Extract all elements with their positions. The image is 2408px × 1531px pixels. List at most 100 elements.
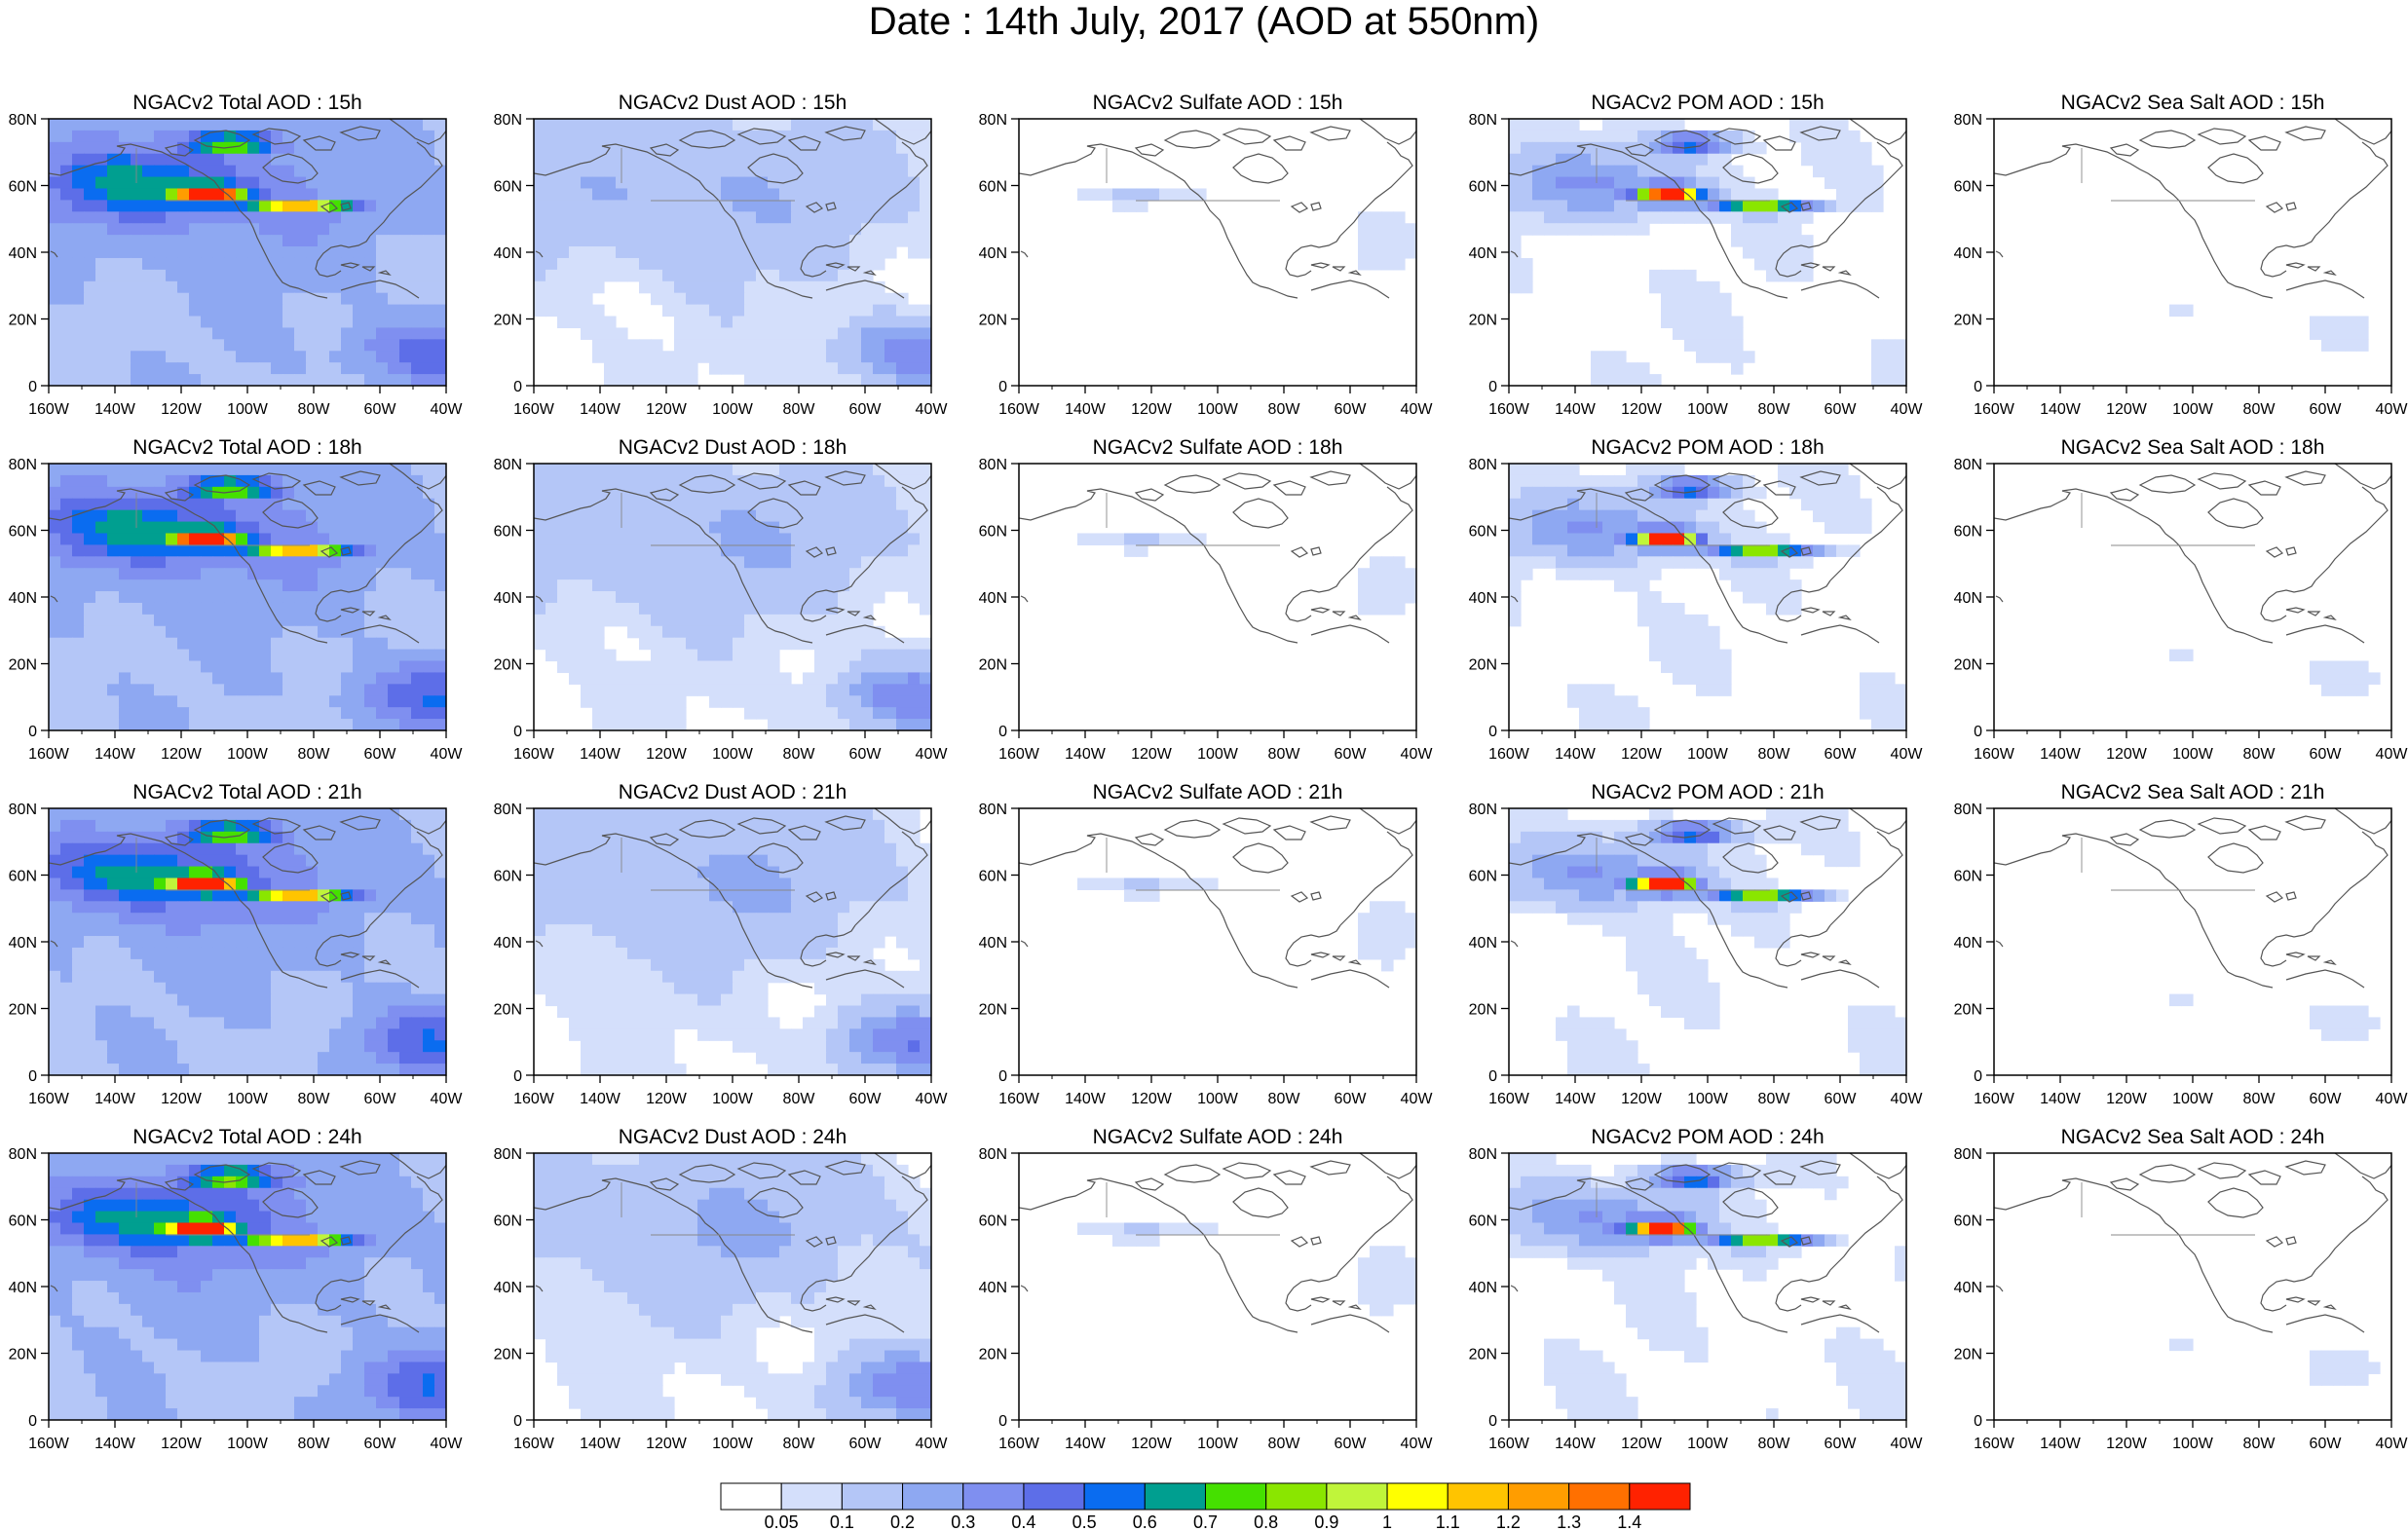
lon-tick-label: 60W bbox=[1335, 746, 1368, 763]
lat-tick-label: 80N bbox=[1954, 802, 1982, 818]
map-panel: NGACv2 Total AOD : 24h 160W 140W 120W 100W 80… bbox=[9, 1126, 464, 1452]
lon-tick-label: 40W bbox=[1891, 746, 1924, 763]
lon-tick-label: 100W bbox=[2172, 401, 2214, 418]
lon-tick-label: 40W bbox=[916, 401, 949, 418]
map-panel: NGACv2 Sea Salt AOD : 21h 160W 140W 120W 100… bbox=[1954, 781, 2408, 1107]
lon-tick-label: 140W bbox=[580, 1091, 621, 1107]
colorbar-label: 0.4 bbox=[1011, 1512, 1035, 1531]
lon-tick-label: 60W bbox=[849, 401, 883, 418]
lat-tick-label: 60N bbox=[9, 524, 37, 541]
map-panel: NGACv2 Sulfate AOD : 21h 160W 140W 120W 100W… bbox=[979, 781, 1434, 1107]
lon-tick-label: 60W bbox=[849, 1091, 883, 1107]
lat-tick-label: 0 bbox=[1974, 1413, 1982, 1430]
lon-tick-label: 60W bbox=[2310, 1436, 2343, 1452]
lon-tick-label: 100W bbox=[1197, 401, 1239, 418]
map-panel: NGACv2 Total AOD : 18h 160W 140W 120W 100W 80… bbox=[9, 436, 464, 763]
lon-tick-label: 40W bbox=[916, 1091, 949, 1107]
lon-tick-label: 80W bbox=[2243, 746, 2276, 763]
lat-tick-label: 0 bbox=[998, 724, 1007, 740]
map-panel: NGACv2 Sea Salt AOD : 24h 160W 140W 120W 100… bbox=[1954, 1126, 2408, 1452]
lon-tick-label: 120W bbox=[1621, 746, 1663, 763]
lat-tick-label: 20N bbox=[1954, 313, 1982, 329]
map-panel: NGACv2 Dust AOD : 21h 160W 140W 120W 100W 80W… bbox=[494, 781, 949, 1107]
lat-tick-label: 80N bbox=[1469, 802, 1497, 818]
lon-tick-label: 80W bbox=[298, 1091, 331, 1107]
lat-tick-label: 40N bbox=[494, 245, 522, 262]
map-panel: NGACv2 Dust AOD : 24h 160W 140W 120W 100W 80W… bbox=[494, 1126, 949, 1452]
lat-tick-label: 0 bbox=[998, 1068, 1007, 1085]
map-panel: NGACv2 Dust AOD : 15h 160W 140W 120W 100W 80W… bbox=[494, 92, 949, 418]
panel-title: NGACv2 Dust AOD : 18h bbox=[619, 436, 847, 459]
lon-tick-label: 60W bbox=[2310, 746, 2343, 763]
lon-tick-label: 100W bbox=[227, 1436, 269, 1452]
lon-tick-label: 160W bbox=[28, 1091, 70, 1107]
lat-tick-label: 0 bbox=[1488, 379, 1497, 395]
lat-tick-label: 80N bbox=[1954, 112, 1982, 129]
lat-tick-label: 80N bbox=[1954, 1146, 1982, 1163]
panel-title: NGACv2 POM AOD : 21h bbox=[1591, 781, 1824, 803]
lon-tick-label: 140W bbox=[1065, 746, 1107, 763]
panel-title: NGACv2 Sulfate AOD : 18h bbox=[1093, 436, 1343, 459]
lon-tick-label: 80W bbox=[1758, 401, 1791, 418]
lat-tick-label: 60N bbox=[1954, 179, 1982, 196]
lon-tick-label: 80W bbox=[1268, 1436, 1301, 1452]
lon-tick-label: 140W bbox=[2040, 746, 2082, 763]
lat-tick-label: 60N bbox=[1469, 179, 1497, 196]
lon-tick-label: 120W bbox=[161, 746, 203, 763]
colorbar-label: 0.8 bbox=[1254, 1512, 1278, 1531]
lat-tick-label: 80N bbox=[494, 112, 522, 129]
aod-field bbox=[534, 808, 931, 1075]
panel-title: NGACv2 Total AOD : 18h bbox=[132, 436, 361, 459]
map-panel: NGACv2 POM AOD : 15h 160W 140W 120W 100W 80W 6… bbox=[1469, 92, 1924, 418]
lon-tick-label: 120W bbox=[1131, 746, 1173, 763]
lon-tick-label: 140W bbox=[580, 1436, 621, 1452]
lon-tick-label: 100W bbox=[712, 746, 754, 763]
lon-tick-label: 160W bbox=[1488, 1091, 1530, 1107]
colorbar-label: 1.3 bbox=[1557, 1512, 1581, 1531]
colorbar-label: 0.5 bbox=[1072, 1512, 1097, 1531]
lon-tick-label: 160W bbox=[1488, 1436, 1530, 1452]
lat-tick-label: 80N bbox=[494, 457, 522, 473]
lat-tick-label: 60N bbox=[9, 179, 37, 196]
lon-tick-label: 80W bbox=[2243, 1091, 2276, 1107]
lat-tick-label: 80N bbox=[1469, 1146, 1497, 1163]
colorbar-swatch bbox=[841, 1482, 904, 1511]
lon-tick-label: 120W bbox=[1131, 1091, 1173, 1107]
colorbar-swatch bbox=[720, 1482, 782, 1511]
lon-tick-label: 40W bbox=[431, 1091, 464, 1107]
lat-tick-label: 0 bbox=[513, 379, 522, 395]
lat-tick-label: 80N bbox=[9, 112, 37, 129]
lat-tick-label: 40N bbox=[9, 1280, 37, 1296]
colorbar-label: 0.9 bbox=[1314, 1512, 1338, 1531]
lon-tick-label: 80W bbox=[1758, 1436, 1791, 1452]
lon-tick-label: 160W bbox=[513, 746, 555, 763]
lon-tick-label: 160W bbox=[998, 401, 1040, 418]
lat-tick-label: 0 bbox=[1974, 724, 1982, 740]
lon-tick-label: 120W bbox=[1621, 1091, 1663, 1107]
lat-tick-label: 80N bbox=[1954, 457, 1982, 473]
lon-tick-label: 40W bbox=[1401, 1436, 1434, 1452]
lat-tick-label: 40N bbox=[9, 590, 37, 607]
lon-tick-label: 120W bbox=[1621, 1436, 1663, 1452]
aod-field bbox=[1994, 808, 2391, 1075]
map-panel: NGACv2 Total AOD : 21h 160W 140W 120W 100W 80… bbox=[9, 781, 464, 1107]
lon-tick-label: 80W bbox=[2243, 1436, 2276, 1452]
aod-field bbox=[1509, 119, 1906, 386]
colorbar-swatch bbox=[1265, 1482, 1328, 1511]
lon-tick-label: 100W bbox=[712, 1436, 754, 1452]
lon-tick-label: 140W bbox=[1065, 1436, 1107, 1452]
lon-tick-label: 80W bbox=[2243, 401, 2276, 418]
colorbar-swatch bbox=[1629, 1482, 1691, 1511]
lat-tick-label: 0 bbox=[1488, 1068, 1497, 1085]
lat-tick-label: 40N bbox=[979, 935, 1007, 952]
lon-tick-label: 100W bbox=[1687, 401, 1729, 418]
lat-tick-label: 80N bbox=[9, 1146, 37, 1163]
lat-tick-label: 60N bbox=[494, 179, 522, 196]
lat-tick-label: 60N bbox=[979, 1214, 1007, 1230]
lon-tick-label: 140W bbox=[1555, 401, 1597, 418]
lat-tick-label: 60N bbox=[1469, 869, 1497, 885]
lon-tick-label: 140W bbox=[2040, 1436, 2082, 1452]
colorbar-label: 0.3 bbox=[951, 1512, 975, 1531]
lat-tick-label: 20N bbox=[979, 1002, 1007, 1019]
colorbar-swatch bbox=[1507, 1482, 1570, 1511]
